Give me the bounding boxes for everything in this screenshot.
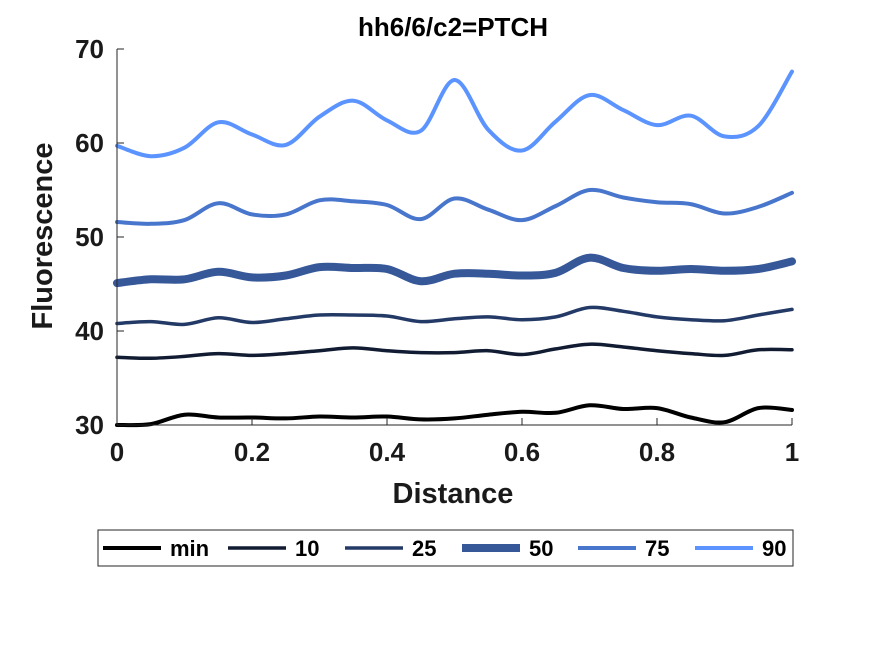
- series-line-10: [115, 342, 794, 361]
- series-line-50: [113, 253, 796, 288]
- chart-title: hh6/6/c2=PTCH: [358, 12, 548, 42]
- legend-label-90: 90: [762, 536, 786, 561]
- y-tick-label: 70: [75, 34, 104, 64]
- legend-box: [97, 529, 794, 567]
- series-line-min: [115, 403, 794, 428]
- y-tick-label: 50: [75, 222, 104, 252]
- legend-label-min: min: [170, 536, 209, 561]
- x-tick-label: 0.8: [639, 437, 675, 467]
- legend-label-50: 50: [529, 536, 553, 561]
- x-tick-label: 0.2: [234, 437, 270, 467]
- x-axis-label: Distance: [393, 478, 514, 510]
- legend-label-25: 25: [412, 536, 436, 561]
- axes: 30 40 50 60 70 0 0.2 0.4 0.6 0.8 1: [75, 34, 799, 467]
- y-axis-label: Fluorescence: [27, 143, 59, 330]
- plot-area: [113, 69, 796, 428]
- legend-label-75: 75: [645, 536, 669, 561]
- y-tick-label: 30: [75, 410, 104, 440]
- legend: min 10 25 50 75 90: [97, 529, 794, 567]
- x-tick-label: 0: [110, 437, 124, 467]
- y-tick-label: 40: [75, 316, 104, 346]
- y-tick-label: 60: [75, 128, 104, 158]
- legend-label-10: 10: [295, 536, 319, 561]
- x-tick-label: 1: [785, 437, 799, 467]
- series-line-90: [115, 69, 794, 159]
- series-line-25: [115, 305, 794, 327]
- x-tick-label: 0.6: [504, 437, 540, 467]
- series-line-75: [115, 187, 794, 226]
- x-tick-label: 0.4: [369, 437, 406, 467]
